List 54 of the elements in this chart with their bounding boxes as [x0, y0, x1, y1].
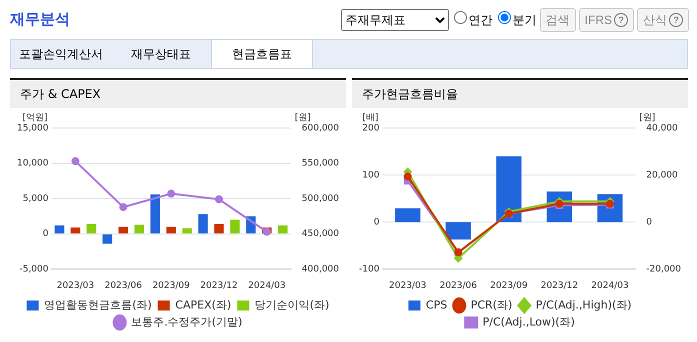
- text: 포괄손익계산서: [18, 46, 104, 63]
- x-tick-label: 2024/03: [591, 280, 629, 291]
- text: 산식: [643, 12, 667, 28]
- y-tick-label: 200: [362, 123, 380, 134]
- help-icon: ?: [614, 13, 628, 27]
- legend-label: CPS: [426, 298, 448, 312]
- y-axis-title: [배]: [362, 112, 378, 123]
- y2-tick-label: 450,000: [302, 229, 340, 240]
- y2-tick-label: 500,000: [302, 194, 340, 204]
- x-tick-label: 2023/06: [440, 280, 478, 291]
- y2-axis-title: [원]: [294, 112, 311, 123]
- x-tick-label: 2023/09: [490, 280, 528, 291]
- x-tick-label: 2023/12: [200, 280, 238, 291]
- x-tick-label: 2023/03: [56, 280, 94, 291]
- text: 재무상태표: [130, 46, 192, 63]
- legend-label: P/C(Adj.,High)(좌): [536, 298, 632, 312]
- help-icon: ?: [669, 13, 683, 27]
- y2-tick-label: 600,000: [302, 123, 340, 134]
- legend-label: 보통주.수정주가(기말): [131, 315, 242, 328]
- legend-label: 영업활동현금흐름(좌): [44, 298, 152, 312]
- y2-tick-label: 20,000: [646, 170, 678, 180]
- text: IFRS: [584, 13, 612, 27]
- y-tick-label: 100: [362, 170, 380, 180]
- y-tick-label: 5,000: [22, 194, 49, 204]
- y-tick-label: -5,000: [19, 264, 49, 275]
- y2-tick-label: 0: [646, 217, 652, 228]
- y2-tick-label: -20,000: [646, 264, 682, 275]
- x-tick-label: 2023/03: [389, 280, 426, 291]
- x-tick-label: 2023/06: [104, 280, 142, 291]
- text: 검색: [540, 8, 576, 32]
- text: 분기: [512, 12, 537, 29]
- y-tick-label: 0: [42, 229, 49, 240]
- legend-label: PCR(좌): [470, 298, 512, 312]
- y2-tick-label: 400,000: [302, 264, 340, 275]
- y-axis-title: [억원]: [22, 112, 48, 123]
- y-tick-label: 10,000: [16, 158, 49, 169]
- text: 재무분석: [10, 10, 70, 29]
- legend-label: CAPEX(좌): [175, 298, 232, 312]
- y2-tick-label: 550,000: [302, 158, 340, 169]
- x-tick-label: 2023/12: [540, 280, 578, 291]
- text: 주재무제표: [340, 9, 449, 31]
- y2-axis-title: [원]: [639, 112, 656, 123]
- y-tick-label: -100: [358, 264, 380, 275]
- legend-label: P/C(Adj.,Low)(좌): [482, 315, 575, 328]
- y-tick-label: 15,000: [16, 123, 49, 134]
- legend-label: 당기순이익(좌): [254, 298, 330, 312]
- y2-tick-label: 40,000: [646, 123, 678, 134]
- x-tick-label: 2024/03: [248, 280, 286, 291]
- x-tick-label: 2023/09: [152, 280, 190, 291]
- text: 연간: [468, 12, 493, 29]
- chart-title: 주가현금흐름비율: [352, 80, 688, 108]
- text: 현금흐름표: [211, 40, 313, 68]
- chart-title: 주가 & CAPEX: [10, 80, 346, 108]
- y-tick-label: 0: [374, 217, 380, 228]
